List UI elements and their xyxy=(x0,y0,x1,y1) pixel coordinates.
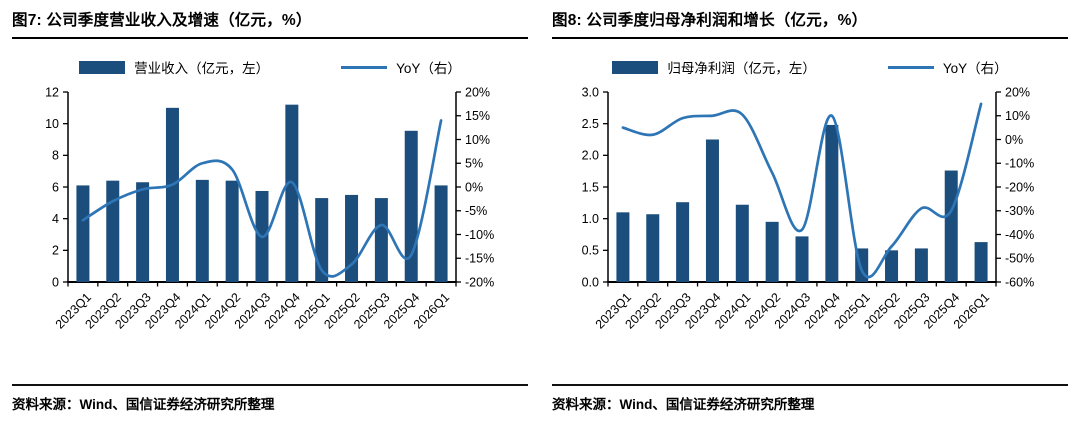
bar xyxy=(885,250,899,282)
y-tick-label: 20% xyxy=(465,85,490,99)
y-tick-label: -40% xyxy=(1005,228,1034,242)
bar-swatch xyxy=(79,60,126,74)
y-tick-label: -20% xyxy=(1005,180,1034,194)
y-tick-label: 2 xyxy=(52,244,59,258)
bar xyxy=(285,104,299,283)
bar xyxy=(974,242,988,282)
y-tick-label: 0.0 xyxy=(582,275,599,289)
chart-title-net-profit: 图8: 公司季度归母净利润和增长（亿元，%） xyxy=(552,6,1068,39)
bar xyxy=(795,236,809,282)
quarterly-revenue-chart: 12108642020%15%10%5%0%-5%-10%-15%-20%202… xyxy=(45,85,494,331)
quarterly-net-profit-chart: 3.0 2.5 2.0 1.5 1.0 0.5 0.0 20% 10% 0% -10% -20% -30… xyxy=(582,85,1035,331)
source-note-right: 资料来源：Wind、国信证券经济研究所整理 xyxy=(552,384,1068,413)
y-tick-label: 1.0 xyxy=(582,212,599,226)
panel-net-profit-chart: 图8: 公司季度归母净利润和增长（亿元，%） 归母净利润（亿元，左） YoY（右… xyxy=(540,0,1080,421)
legend-label-revenue: 营业收入（亿元，左） xyxy=(134,61,270,76)
bar xyxy=(106,180,120,282)
y-tick-label: -60% xyxy=(1005,275,1034,289)
legend-item-bar: 营业收入（亿元，左） xyxy=(79,57,269,77)
legend-item-bar: 归母净利润（亿元，左） xyxy=(612,57,816,77)
chart-title-revenue: 图7: 公司季度营业收入及增速（亿元，%） xyxy=(12,6,528,39)
y-tick-label: 10 xyxy=(45,117,59,131)
source-note-left: 资料来源：Wind、国信证券经济研究所整理 xyxy=(12,384,528,413)
y-tick-label: 3.0 xyxy=(582,85,599,99)
bar xyxy=(616,212,630,282)
y-tick-label: -5% xyxy=(465,204,487,218)
bar-swatch xyxy=(612,60,659,74)
bar xyxy=(225,180,239,282)
line-swatch xyxy=(341,65,388,69)
legend-net-profit: 归母净利润（亿元，左） YoY（右） xyxy=(552,56,1068,78)
y-tick-label: 5% xyxy=(465,157,483,171)
bar xyxy=(434,185,448,282)
y-tick-label: 0 xyxy=(52,275,59,289)
y-tick-label: 0.5 xyxy=(582,244,599,258)
y-tick-label: 4 xyxy=(52,212,59,226)
y-tick-label: 20% xyxy=(1005,85,1030,99)
bar xyxy=(914,248,928,282)
line-swatch xyxy=(887,65,934,69)
bar xyxy=(825,124,839,282)
y-tick-label: 2.5 xyxy=(582,117,599,131)
legend-item-line: YoY（右） xyxy=(887,57,1008,77)
legend-revenue: 营业收入（亿元，左） YoY（右） xyxy=(12,56,528,78)
bar xyxy=(944,170,958,282)
bar xyxy=(374,198,388,282)
panel-revenue-chart: 图7: 公司季度营业收入及增速（亿元，%） 营业收入（亿元，左） YoY（右） … xyxy=(12,6,528,413)
yoy-line xyxy=(81,119,443,278)
legend-label-net-profit: 归母净利润（亿元，左） xyxy=(667,61,816,76)
y-tick-label: -10% xyxy=(465,228,494,242)
bar xyxy=(76,185,90,282)
bar xyxy=(676,202,690,282)
y-tick-label: -10% xyxy=(1005,157,1034,171)
y-tick-label: 1.5 xyxy=(582,180,599,194)
bar xyxy=(136,182,150,282)
y-tick-label: -30% xyxy=(1005,204,1034,218)
y-tick-label: 0% xyxy=(1005,133,1023,147)
bar xyxy=(735,204,749,282)
y-tick-label: 10% xyxy=(1005,109,1030,123)
yoy-line xyxy=(621,102,983,279)
y-tick-label: 6 xyxy=(52,180,59,194)
y-tick-label: -15% xyxy=(465,252,494,266)
y-tick-label: 2.0 xyxy=(582,149,599,163)
y-tick-label: 8 xyxy=(52,149,59,163)
bar xyxy=(705,139,719,282)
legend-label-yoy: YoY（右） xyxy=(396,61,461,76)
bar xyxy=(165,107,179,282)
bar xyxy=(646,214,660,282)
legend-label-yoy: YoY（右） xyxy=(942,61,1008,76)
y-tick-label: 10% xyxy=(465,133,490,147)
y-tick-label: -50% xyxy=(1005,252,1034,266)
legend-item-line: YoY（右） xyxy=(341,57,461,77)
bar xyxy=(195,179,209,282)
bar xyxy=(765,221,779,282)
y-tick-label: -20% xyxy=(465,275,494,289)
y-tick-label: 15% xyxy=(465,109,490,123)
y-tick-label: 12 xyxy=(45,85,59,99)
y-tick-label: 0% xyxy=(465,180,483,194)
